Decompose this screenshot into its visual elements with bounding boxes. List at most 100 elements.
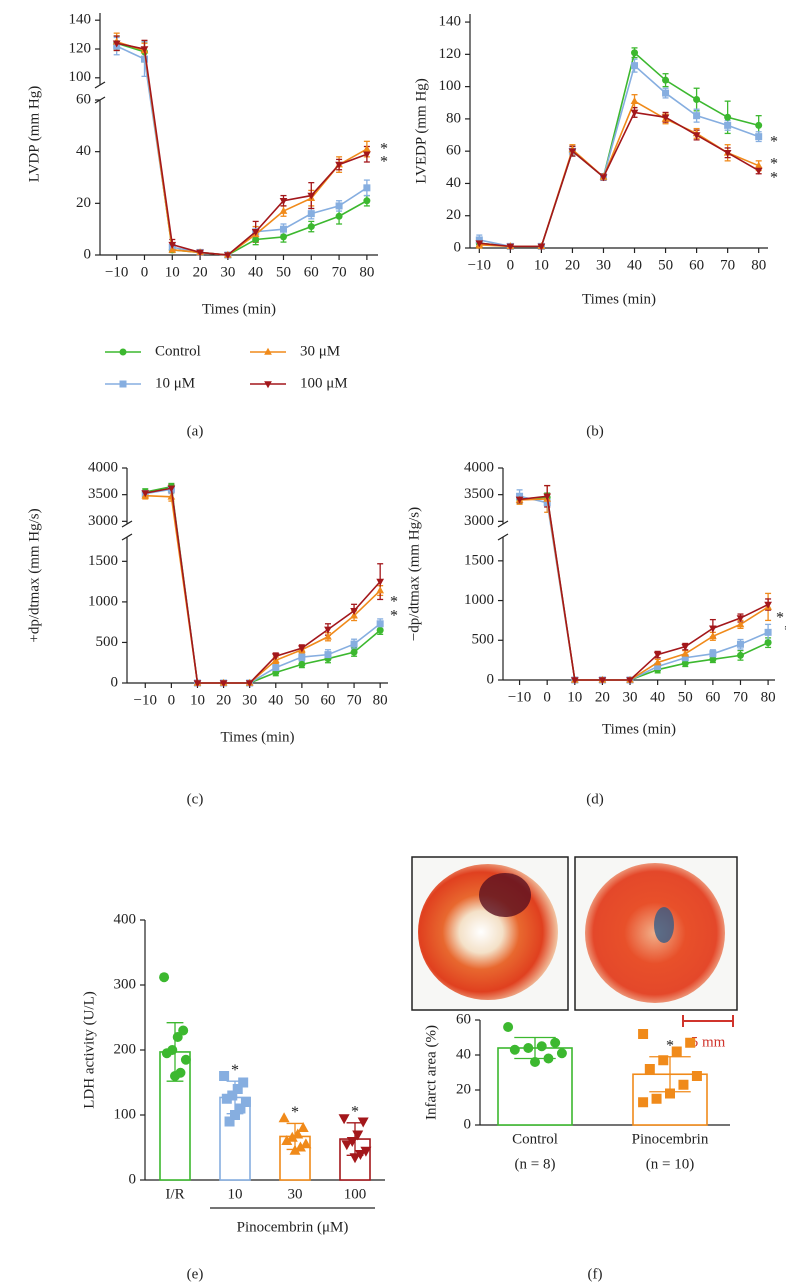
- data-point: [297, 1122, 309, 1132]
- data-point: [755, 121, 763, 129]
- y-tick-label: 3000: [464, 513, 494, 529]
- x-tick-label: 100: [344, 1186, 367, 1202]
- series-line: [145, 487, 381, 684]
- data-point: [286, 1131, 298, 1142]
- y-tick-label: 3500: [88, 486, 118, 502]
- y-tick-label: 400: [114, 911, 137, 927]
- x-tick-label: 0: [543, 689, 551, 705]
- y-tick-label: 140: [439, 14, 462, 30]
- y-tick-label: 100: [439, 78, 462, 94]
- x-tick-label: 0: [507, 257, 515, 273]
- data-point: [278, 1112, 290, 1123]
- group-label: Pinocembrin (μM): [237, 1219, 349, 1235]
- axis-break: [121, 520, 133, 528]
- data-point: [754, 167, 763, 175]
- data-point: [681, 643, 690, 651]
- x-tick-label: 50: [294, 692, 309, 708]
- data-point: [159, 972, 170, 983]
- data-point: [503, 1022, 514, 1032]
- panel-label: (e): [187, 1266, 204, 1282]
- y-tick-label: 1000: [464, 592, 494, 608]
- data-point: [599, 174, 608, 182]
- x-tick-label: 60: [705, 689, 720, 705]
- data-point: [530, 1057, 540, 1067]
- axis-break: [94, 81, 106, 89]
- data-point: [170, 1071, 180, 1081]
- significance-mark: *: [231, 1062, 239, 1079]
- data-point: [709, 650, 717, 658]
- data-point: [350, 640, 358, 648]
- data-point: [598, 677, 607, 685]
- y-tick-label: 40: [456, 1046, 471, 1062]
- y-tick-label: 1000: [88, 593, 118, 609]
- data-point: [346, 1137, 358, 1147]
- x-tick-label: 60: [689, 257, 704, 273]
- data-point: [709, 632, 717, 640]
- data-point: [307, 192, 316, 200]
- data-point: [536, 1041, 547, 1052]
- y-tick-label: 3500: [464, 486, 494, 502]
- data-point: [662, 89, 670, 97]
- x-tick-label: 0: [168, 692, 176, 708]
- series-line: [479, 51, 759, 248]
- y-tick-label: 100: [114, 1106, 137, 1122]
- data-point: [685, 1037, 696, 1048]
- x-tick-label: 70: [733, 689, 748, 705]
- data-point: [292, 1128, 304, 1139]
- series-line: [519, 495, 769, 681]
- heart-slice: [585, 863, 725, 1003]
- panel-label: (f): [588, 1266, 603, 1282]
- series-line: [116, 41, 368, 256]
- data-point: [300, 1138, 312, 1149]
- y-axis-label: LDH activity (U/L): [81, 991, 97, 1108]
- data-point: [224, 252, 232, 260]
- data-point: [240, 1097, 251, 1107]
- data-point: [709, 655, 717, 663]
- significance-mark: *: [351, 1103, 359, 1120]
- axis-break: [497, 533, 509, 541]
- data-point: [279, 206, 288, 214]
- data-point: [221, 1093, 232, 1104]
- data-point: [764, 601, 772, 609]
- y-tick-label: 60: [76, 91, 91, 107]
- panel-label: (d): [586, 791, 604, 807]
- x-tick-label: 80: [761, 689, 776, 705]
- legend-label: Control: [155, 343, 201, 359]
- data-point: [651, 1093, 662, 1104]
- data-point: [754, 161, 763, 169]
- x-tick-label: 20: [595, 689, 610, 705]
- x-tick-label: 60: [320, 692, 335, 708]
- data-point: [238, 1077, 249, 1088]
- y-tick-label: 0: [111, 674, 119, 690]
- significance-mark: *: [291, 1104, 299, 1121]
- x-axis-label: Times (min): [220, 729, 294, 745]
- data-point: [550, 1037, 561, 1048]
- data-point: [376, 578, 385, 586]
- x-tick-label: 0: [141, 264, 149, 280]
- y-tick-label: 0: [454, 239, 462, 255]
- x-tick-label: −10: [105, 264, 128, 280]
- y-axis-label: Infarct area (%): [423, 1025, 439, 1120]
- x-tick-label: 10: [165, 264, 180, 280]
- x-tick-label: Control: [512, 1131, 558, 1147]
- data-point: [252, 236, 260, 243]
- y-tick-label: 0: [84, 246, 92, 262]
- x-tick-label: 80: [751, 257, 766, 273]
- data-point: [279, 233, 287, 241]
- series-line: [479, 64, 759, 248]
- data-point: [338, 1114, 350, 1125]
- data-point: [307, 223, 315, 231]
- x-tick-label: 30: [242, 692, 257, 708]
- data-point: [363, 151, 371, 159]
- data-point: [294, 1141, 306, 1152]
- x-tick-note: (n = 10): [646, 1156, 694, 1172]
- data-point: [570, 677, 579, 685]
- y-tick-label: 4000: [464, 459, 494, 475]
- data-point: [626, 677, 634, 685]
- y-tick-label: 60: [456, 1011, 471, 1027]
- data-point: [363, 144, 371, 152]
- x-tick-label: −10: [134, 692, 157, 708]
- significance-mark: *: [666, 1037, 674, 1054]
- y-tick-label: 20: [456, 1081, 471, 1097]
- data-point: [251, 228, 260, 236]
